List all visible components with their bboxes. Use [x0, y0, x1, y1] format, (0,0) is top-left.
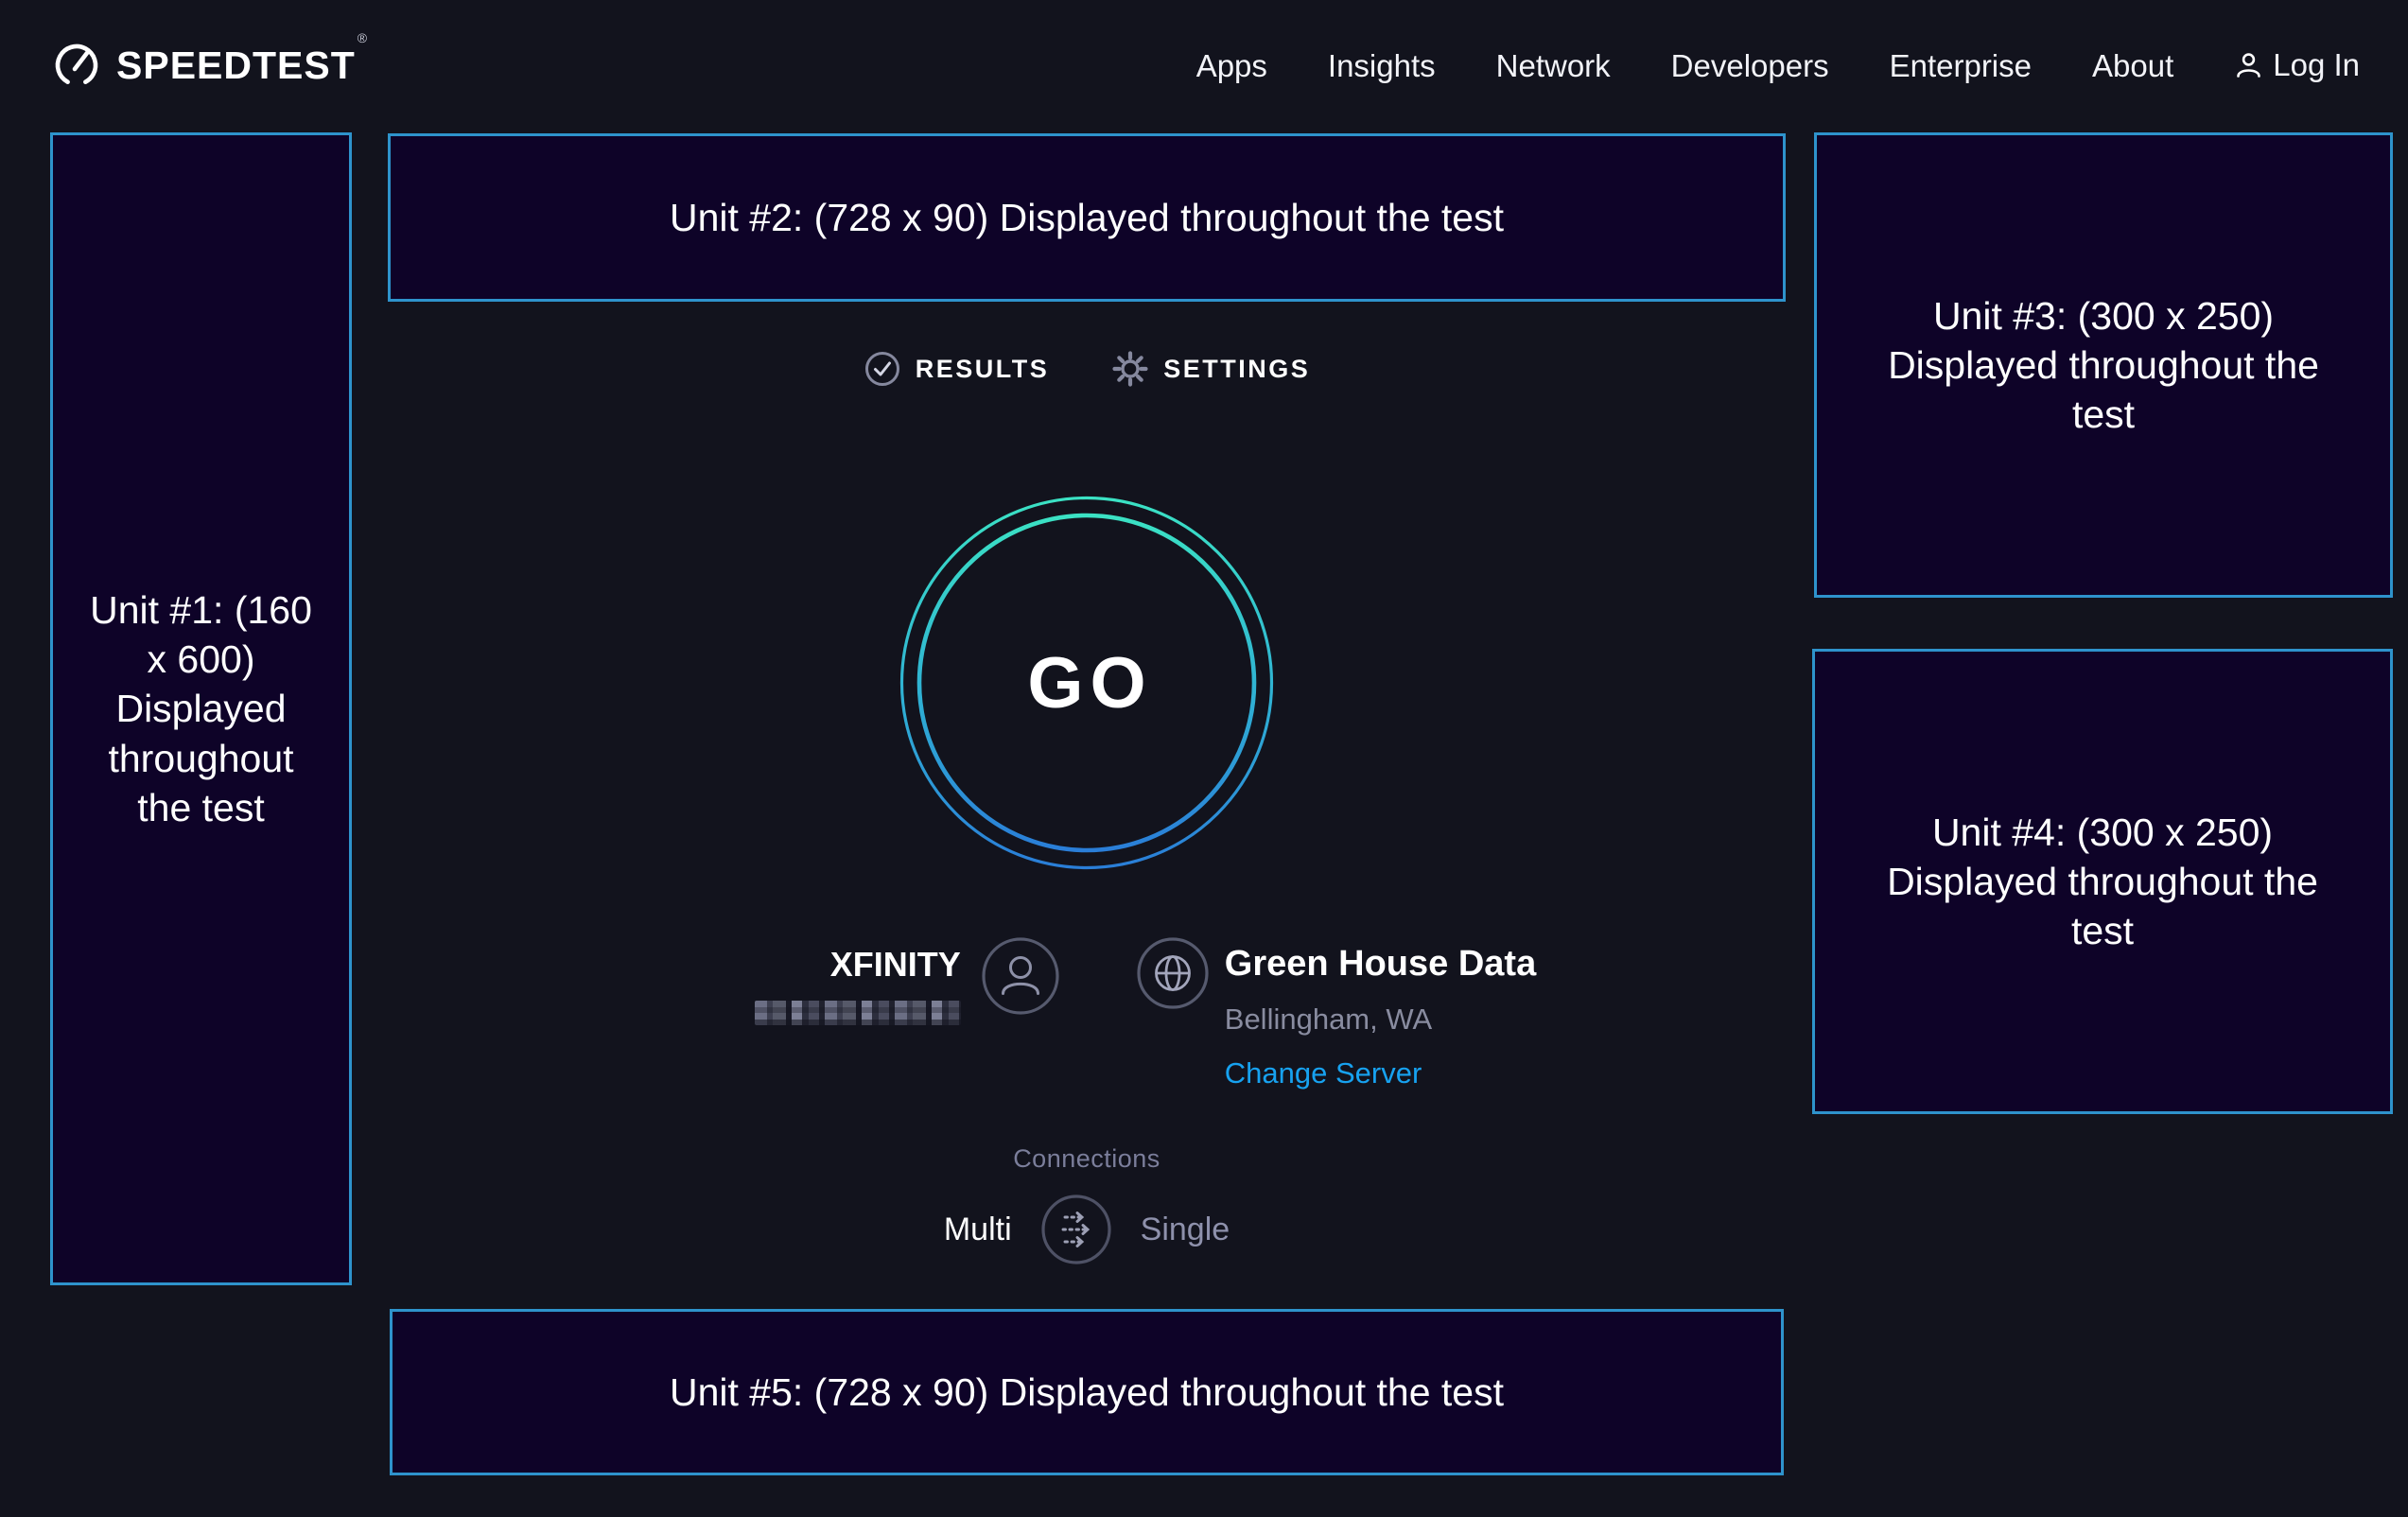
server-globe-icon[interactable]: [1136, 936, 1210, 1010]
connection-info-row: XFINITY Green House Data Bellingham, WA …: [446, 936, 1844, 1088]
login-label: Log In: [2273, 47, 2360, 82]
nav-item-apps[interactable]: Apps: [1195, 47, 1267, 83]
server-block: Green House Data Bellingham, WA Change S…: [1225, 936, 1536, 1088]
nav-item-enterprise[interactable]: Enterprise: [1889, 47, 2032, 83]
connections-multi-option[interactable]: Multi: [943, 1211, 1012, 1247]
login-button[interactable]: Log In: [2234, 47, 2360, 83]
go-label: GO: [1027, 642, 1153, 724]
isp-name: XFINITY: [829, 945, 961, 984]
isp-user-icon[interactable]: [981, 936, 1060, 1016]
ad-unit-2-text: Unit #2: (728 x 90) Displayed throughout…: [669, 195, 1505, 239]
trademark-symbol: ®: [357, 29, 369, 45]
tab-results-label: RESULTS: [915, 354, 1050, 383]
nav-item-network[interactable]: Network: [1495, 47, 1611, 83]
check-circle-icon: [864, 350, 901, 388]
person-icon: [2234, 50, 2263, 80]
ad-unit-5-leaderboard[interactable]: Unit #5: (728 x 90) Displayed throughout…: [390, 1309, 1784, 1475]
main-nav: Apps Insights Network Developers Enterpr…: [1196, 47, 2360, 83]
gear-icon: [1111, 350, 1149, 388]
ad-unit-2-leaderboard[interactable]: Unit #2: (728 x 90) Displayed throughout…: [388, 133, 1786, 302]
view-tabs: RESULTS SETTINGS: [388, 350, 1786, 388]
nav-item-developers[interactable]: Developers: [1670, 47, 1829, 83]
speedtest-logo[interactable]: SPEEDTEST®: [52, 29, 369, 90]
isp-block: XFINITY: [754, 945, 961, 1030]
nav-item-about[interactable]: About: [2092, 47, 2174, 83]
server-location: Bellingham, WA: [1224, 1003, 1433, 1036]
redacted-ip-text: [754, 1001, 961, 1025]
ad-unit-1-skyscraper[interactable]: Unit #1: (160 x 600) Displayed throughou…: [50, 132, 352, 1285]
tab-results[interactable]: RESULTS: [864, 350, 1050, 388]
connections-label: Connections: [1013, 1144, 1160, 1173]
speedometer-icon: [52, 41, 101, 90]
connections-toggle-row: Multi Single: [388, 1194, 1786, 1265]
ad-unit-5-text: Unit #5: (728 x 90) Displayed throughout…: [669, 1369, 1505, 1414]
go-button[interactable]: GO: [899, 495, 1275, 871]
connections-single-option[interactable]: Single: [1140, 1211, 1230, 1247]
go-button-rings: [899, 495, 1275, 876]
ad-unit-4-rectangle[interactable]: Unit #4: (300 x 250) Displayed throughou…: [1812, 649, 2393, 1114]
nav-item-insights[interactable]: Insights: [1327, 47, 1436, 83]
change-server-link[interactable]: Change Server: [1224, 1056, 1422, 1090]
ad-unit-3-text: Unit #3: (300 x 250) Displayed throughou…: [1888, 293, 2319, 437]
ad-unit-3-rectangle[interactable]: Unit #3: (300 x 250) Displayed throughou…: [1814, 132, 2393, 598]
tab-settings[interactable]: SETTINGS: [1111, 350, 1310, 388]
connections-mode-toggle[interactable]: [1040, 1194, 1112, 1265]
top-nav-bar: SPEEDTEST® Apps Insights Network Develop…: [0, 0, 2408, 131]
brand-name: SPEEDTEST®: [116, 29, 369, 87]
tab-settings-label: SETTINGS: [1163, 354, 1311, 383]
server-name: Green House Data: [1224, 944, 1537, 984]
ad-unit-1-text: Unit #1: (160 x 600) Displayed throughou…: [90, 588, 312, 829]
ad-unit-4-text: Unit #4: (300 x 250) Displayed throughou…: [1887, 810, 2318, 953]
